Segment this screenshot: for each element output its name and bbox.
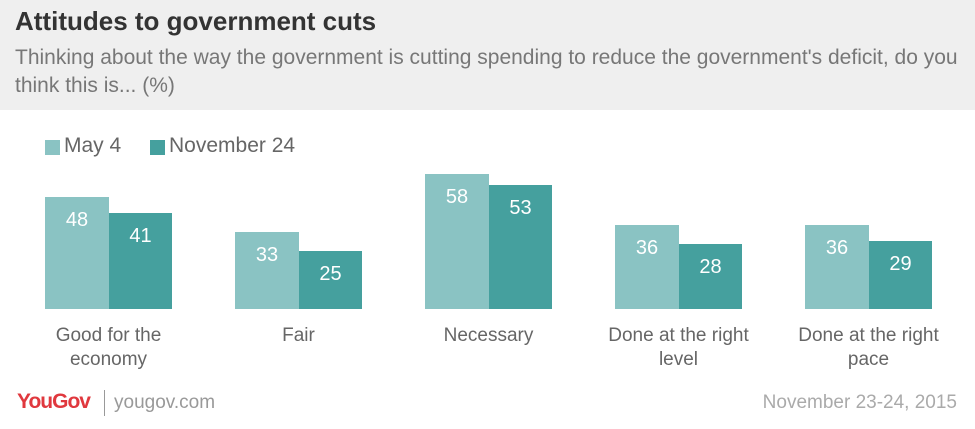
- bar: [425, 173, 489, 309]
- value-label: 36: [825, 237, 849, 259]
- x-tick-label: Necessary: [443, 325, 534, 346]
- bar: [615, 225, 679, 309]
- x-tick-label: Fair: [282, 325, 315, 346]
- separator: [104, 390, 105, 416]
- bar: [805, 225, 869, 309]
- x-tick-label: Good for the economy: [55, 325, 162, 370]
- value-label: 58: [445, 185, 469, 208]
- bar: [108, 213, 172, 309]
- value-label: 28: [699, 255, 722, 278]
- value-label: 36: [635, 237, 659, 259]
- header: [0, 0, 975, 110]
- bar: [298, 250, 362, 309]
- chart-title: Attitudes to government cuts: [15, 6, 377, 36]
- legend-label: May 4: [64, 134, 122, 157]
- x-tick-label: Done at the right level: [608, 325, 749, 370]
- x-tick-label: Done at the right pace: [798, 325, 939, 370]
- legend-label: November 24: [169, 134, 296, 157]
- value-label: 29: [889, 253, 912, 276]
- brand: YouGov: [17, 390, 91, 413]
- bar: [488, 185, 552, 309]
- value-label: 48: [65, 209, 89, 231]
- bar: [678, 243, 742, 309]
- chart-subtitle: Thinking about the way the government is…: [15, 46, 958, 97]
- bar: [45, 197, 109, 309]
- source: yougov.com: [114, 392, 216, 413]
- legend-swatch: [45, 140, 60, 155]
- value-label: 25: [319, 262, 342, 285]
- legend-swatch: [150, 140, 165, 155]
- value-label: 33: [255, 244, 279, 266]
- bar: [235, 232, 299, 309]
- date: November 23-24, 2015: [762, 392, 957, 413]
- bar: [868, 241, 932, 309]
- value-label: 53: [509, 197, 532, 220]
- value-label: 41: [129, 225, 152, 248]
